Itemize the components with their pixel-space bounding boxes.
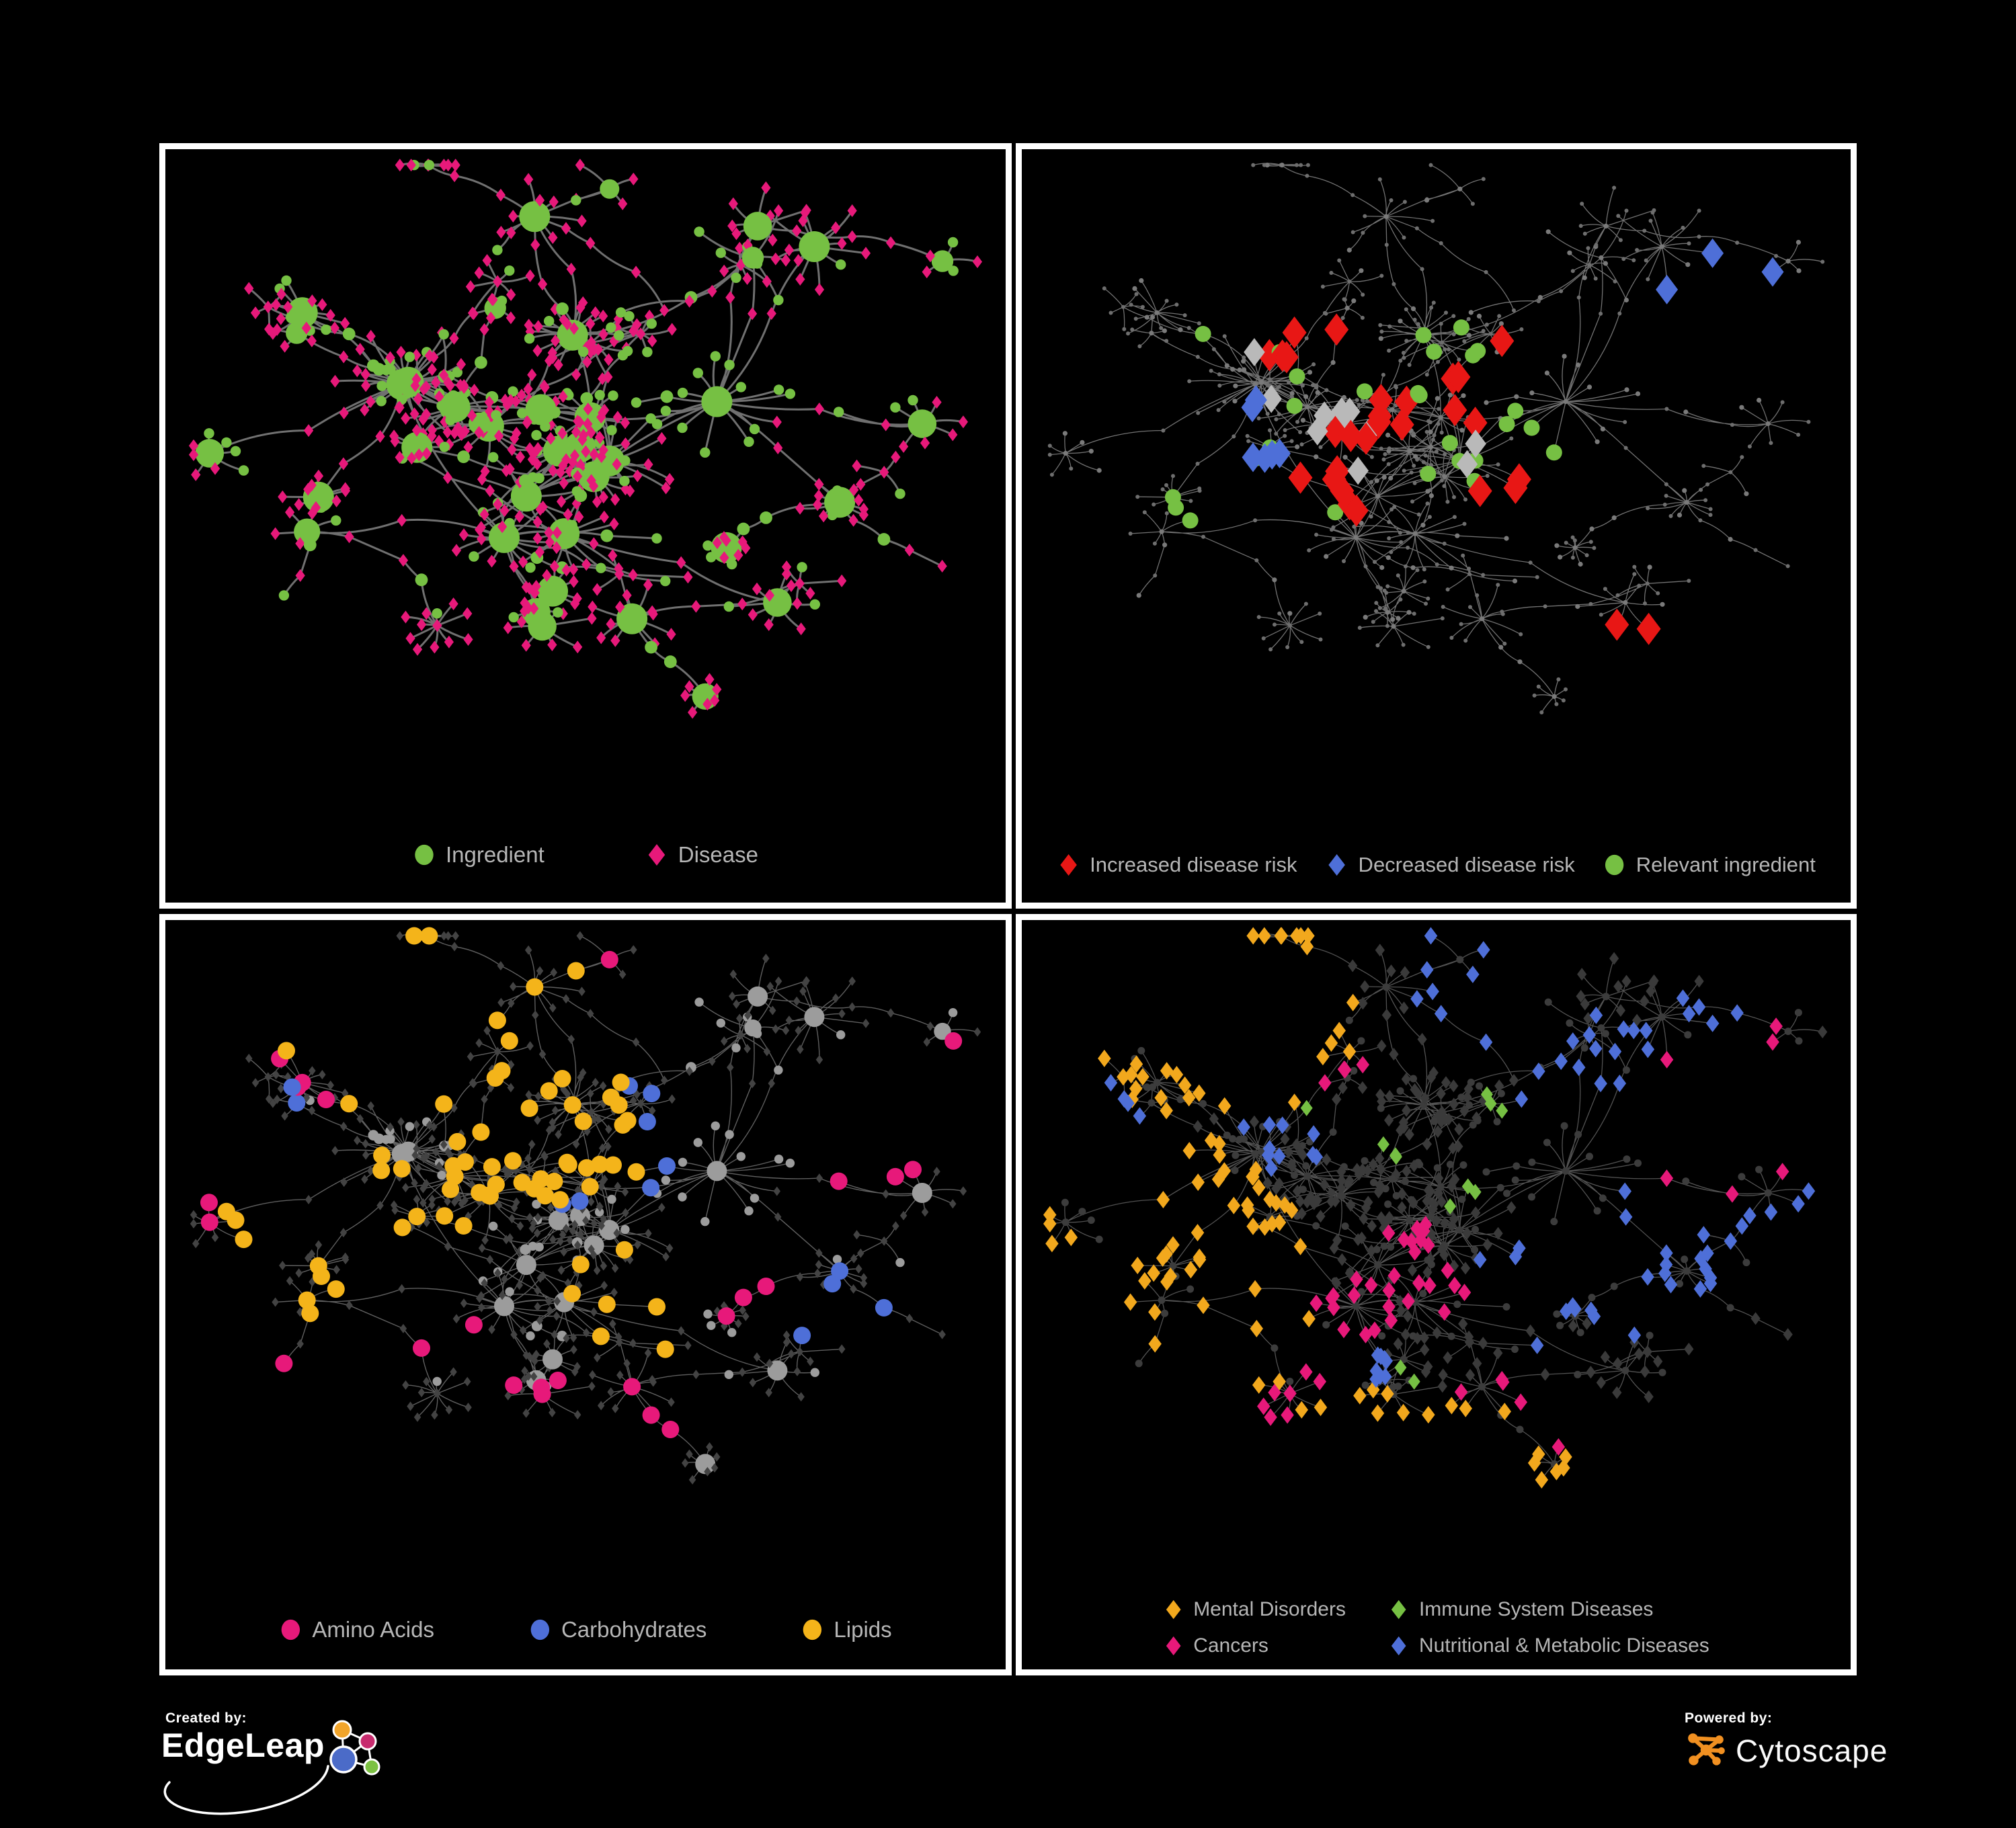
legend-marker-circle — [530, 1619, 549, 1640]
legend-item-label: Decreased disease risk — [1358, 853, 1575, 876]
legend-item: Ingredient — [413, 842, 545, 868]
legend-marker-circle — [415, 844, 434, 866]
legend-marker-circle — [281, 1619, 300, 1640]
logo-node-magenta — [358, 1732, 377, 1751]
legend-item-label: Cancers — [1193, 1634, 1268, 1657]
logo-node-orange — [332, 1720, 352, 1740]
edgeleap-wordmark: EdgeLeap — [161, 1727, 325, 1764]
legend-item: Cancers — [1163, 1634, 1268, 1657]
legend: Increased disease risk Decreased disease … — [1057, 853, 1816, 877]
created-by-label: Created by: — [165, 1710, 247, 1726]
legend-marker-circle — [803, 1619, 822, 1640]
legend-item-label: Lipids — [834, 1617, 892, 1642]
legend-marker-diamond — [1328, 854, 1345, 876]
legend-item: Nutritional & Metabolic Diseases — [1389, 1634, 1709, 1657]
network-graph — [1047, 163, 1825, 714]
legend-item-label: Carbohydrates — [561, 1617, 707, 1642]
legend-marker-diamond — [1166, 1636, 1181, 1656]
panel-nutrient-classes: Amino Acids Carbohydrates Lipids — [159, 914, 1012, 1675]
legend-item: Carbohydrates — [528, 1617, 707, 1643]
panel-disease-categories: Mental Disorders Immune System Diseases Ca… — [1016, 914, 1857, 1675]
logo-node-green — [363, 1758, 380, 1776]
legend-item: Immune System Diseases — [1389, 1598, 1653, 1621]
legend-marker-circle — [1605, 854, 1624, 876]
legend-item: Increased disease risk — [1057, 853, 1297, 877]
legend: Ingredient Disease — [413, 842, 758, 868]
legend-item-label: Ingredient — [445, 842, 545, 867]
legend-item-label: Increased disease risk — [1090, 853, 1297, 876]
panel-ingredient-disease: Ingredient Disease — [159, 143, 1012, 909]
legend-marker-diamond — [1059, 854, 1077, 876]
cytoscape-wordmark: Cytoscape — [1736, 1733, 1888, 1768]
network-graph — [188, 159, 983, 719]
legend: Amino Acids Carbohydrates Lipids — [279, 1617, 892, 1643]
cytoscape-credit: Powered by: Cytoscape — [1685, 1710, 1888, 1772]
legend-marker-diamond — [1392, 1600, 1406, 1620]
legend-item-label: Disease — [678, 842, 759, 867]
legend-item-label: Relevant ingredient — [1636, 853, 1816, 876]
panel-disease-risk: Increased disease risk Decreased disease … — [1016, 143, 1857, 909]
legend: Mental Disorders Immune System Diseases Ca… — [1163, 1598, 1709, 1657]
legend-item: Decreased disease risk — [1326, 853, 1575, 877]
legend-item-label: Amino Acids — [312, 1617, 434, 1642]
cytoscape-logo-icon — [1688, 1733, 1725, 1765]
legend-marker-diamond — [1392, 1636, 1406, 1656]
legend-item: Amino Acids — [279, 1617, 434, 1643]
logo-node-blue — [329, 1745, 358, 1774]
legend-item: Disease — [645, 842, 758, 868]
edgeleap-credit: Created by: EdgeLeap — [161, 1710, 404, 1815]
legend-item: Mental Disorders — [1163, 1598, 1346, 1621]
legend-item: Lipids — [801, 1617, 892, 1643]
legend-item: Relevant ingredient — [1603, 853, 1816, 877]
legend-item-label: Immune System Diseases — [1418, 1598, 1654, 1620]
powered-by-label: Powered by: — [1685, 1710, 1773, 1726]
network-graph — [190, 927, 981, 1485]
network-graph — [1043, 927, 1828, 1489]
legend-item-label: Mental Disorders — [1193, 1598, 1346, 1620]
edgeleap-logo-icon — [329, 1720, 380, 1776]
legend-marker-diamond — [1166, 1600, 1181, 1620]
legend-item-label: Nutritional & Metabolic Diseases — [1418, 1634, 1709, 1657]
legend-marker-diamond — [648, 843, 666, 866]
